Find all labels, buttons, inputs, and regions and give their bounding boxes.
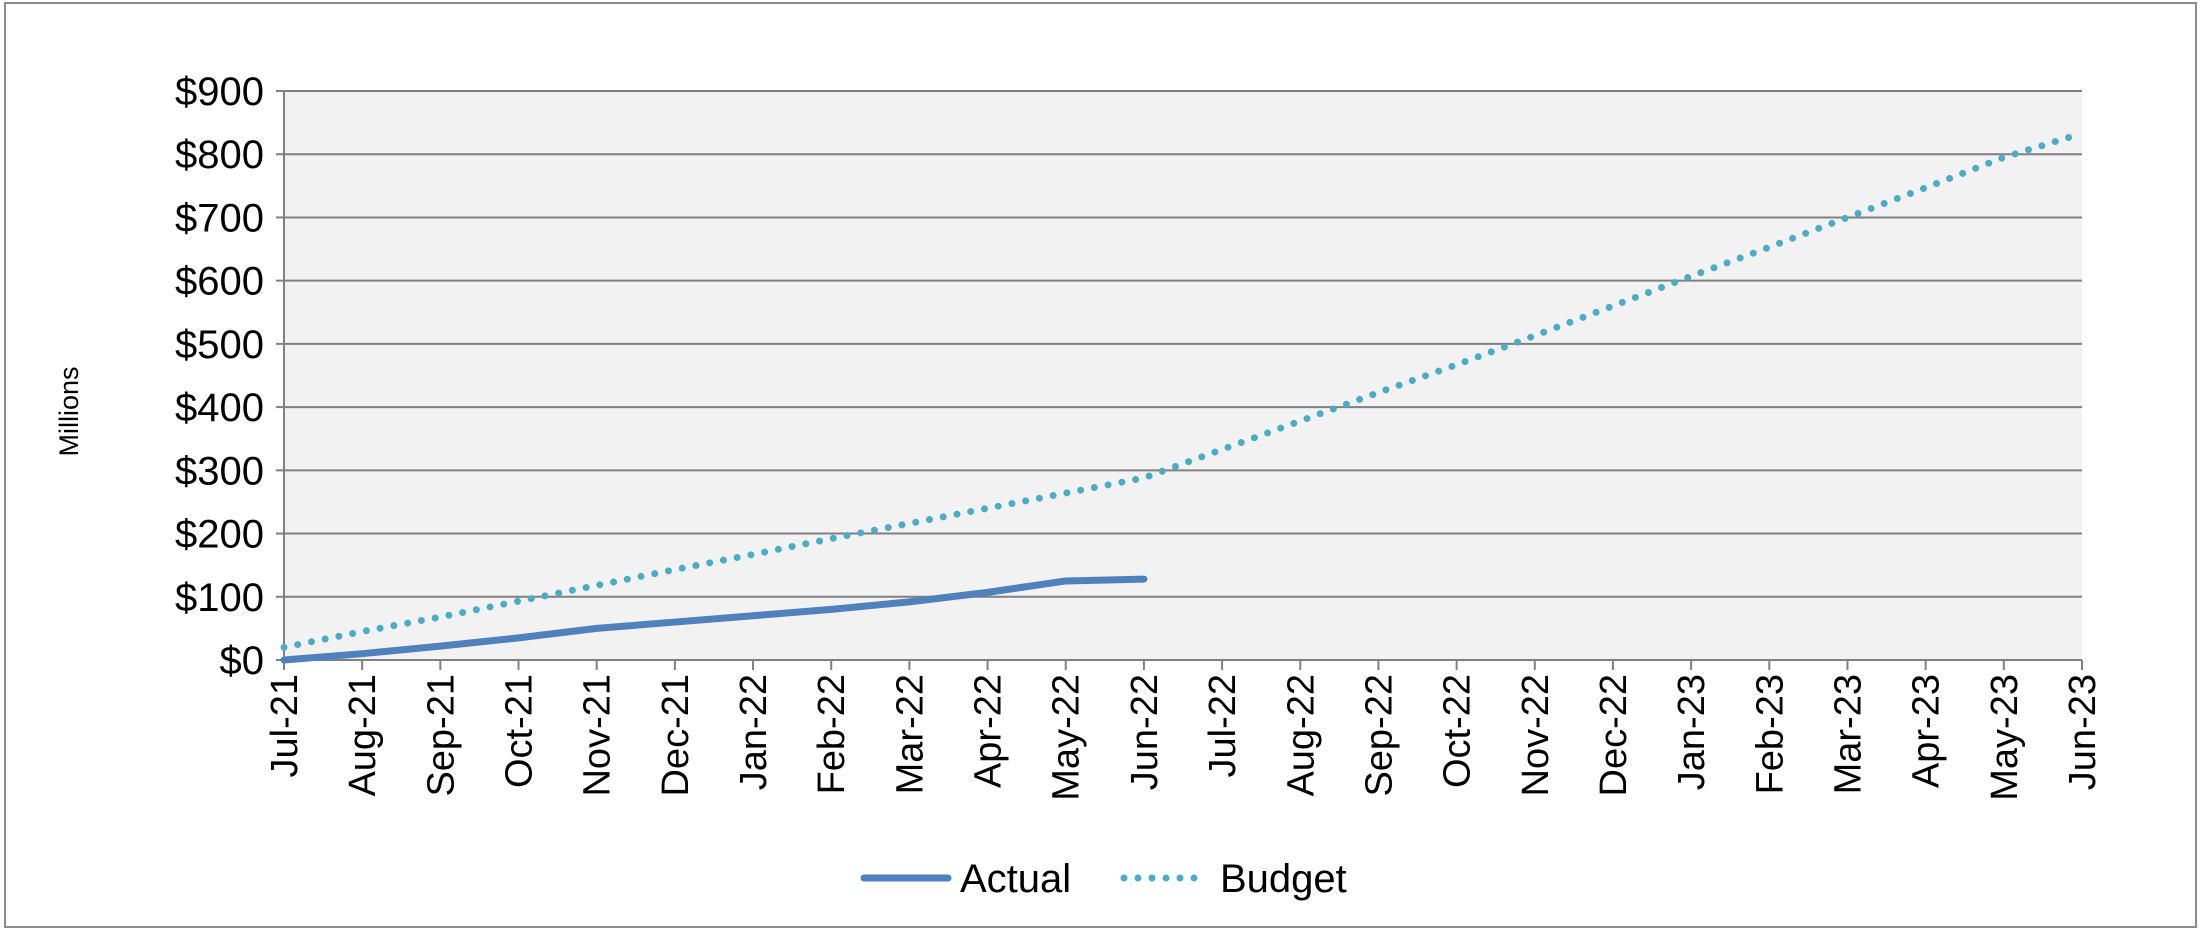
legend: Actual Budget: [860, 857, 1347, 901]
gridlines: [284, 90, 2082, 598]
y-tick-label: $100: [175, 576, 264, 620]
x-tick-label: Apr-23: [1906, 674, 1948, 788]
x-tick-label: Feb-22: [811, 674, 853, 794]
x-tick-label: Aug-21: [342, 674, 384, 797]
y-tick-label: $600: [175, 260, 264, 304]
y-tick-label: $300: [175, 449, 264, 493]
x-tick-label: Mar-23: [1827, 674, 1869, 794]
y-axis-title: Millions: [54, 366, 84, 456]
legend-label-actual: Actual: [960, 857, 1071, 901]
y-tick-label: $500: [175, 323, 264, 367]
x-axis-ticks: Jul-21 Aug-21 Sep-21 Oct-21 Nov-21 Dec-21 Jan-…: [264, 660, 2104, 801]
legend-label-budget: Budget: [1220, 857, 1347, 901]
x-tick-label: Sep-21: [420, 674, 462, 797]
x-tick-label: Mar-22: [889, 674, 931, 794]
x-tick-label: Jul-22: [1202, 674, 1244, 778]
x-tick-label: Oct-22: [1437, 674, 1479, 788]
x-tick-label: Feb-23: [1749, 674, 1791, 794]
x-tick-label: Sep-22: [1358, 674, 1400, 797]
x-tick-label: Jan-23: [1671, 674, 1713, 790]
x-tick-label: Oct-21: [499, 674, 541, 788]
series-line-budget: [280, 129, 2086, 651]
series-lines: [280, 129, 2086, 664]
x-tick-label: May-22: [1046, 674, 1088, 801]
x-tick-label: Nov-22: [1515, 674, 1557, 797]
x-tick-label: May-23: [1984, 674, 2026, 801]
y-tick-label: $0: [220, 639, 265, 683]
y-tick-label: $400: [175, 386, 264, 430]
y-tick-label: $700: [175, 196, 264, 240]
y-tick-label: $900: [175, 70, 264, 114]
x-tick-label: Nov-21: [577, 674, 619, 797]
x-tick-label: Jun-23: [2062, 674, 2104, 790]
x-tick-label: Aug-22: [1280, 674, 1322, 797]
x-tick-label: Apr-22: [968, 674, 1010, 788]
y-axis-ticks: $0 $100 $200 $300 $400 $500 $600 $700 $800 $900: [175, 70, 284, 683]
x-tick-label: Jun-22: [1124, 674, 1166, 790]
x-tick-label: Jan-22: [733, 674, 775, 790]
y-tick-label: $200: [175, 513, 264, 557]
y-tick-label: $800: [175, 133, 264, 177]
series-line-actual: [280, 575, 1148, 664]
x-tick-label: Dec-21: [655, 674, 697, 797]
axes: [283, 91, 2082, 661]
x-tick-label: Dec-22: [1593, 674, 1635, 797]
plot-area: [284, 91, 2082, 660]
x-tick-label: Jul-21: [264, 674, 306, 778]
